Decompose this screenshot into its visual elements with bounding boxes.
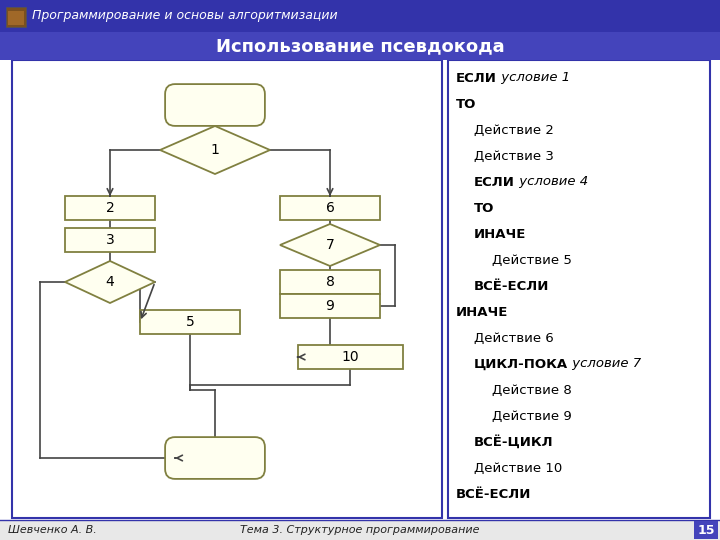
- Text: 1: 1: [210, 143, 220, 157]
- Text: ЕСЛИ: ЕСЛИ: [474, 176, 515, 188]
- Bar: [0, 520, 720, 540]
- Text: 15: 15: [697, 523, 715, 537]
- Bar: [0, 32, 720, 60]
- Text: Действие 6: Действие 6: [474, 332, 554, 345]
- Text: 3: 3: [106, 233, 114, 247]
- Bar: [140, 310, 240, 334]
- Text: 2: 2: [106, 201, 114, 215]
- Text: Действие 5: Действие 5: [492, 253, 572, 267]
- Bar: [694, 521, 718, 539]
- Text: Программирование и основы алгоритмизации: Программирование и основы алгоритмизации: [32, 10, 338, 23]
- Polygon shape: [280, 224, 380, 266]
- Bar: [280, 196, 380, 220]
- Bar: [280, 270, 380, 294]
- Bar: [65, 228, 155, 252]
- Text: Шевченко А. В.: Шевченко А. В.: [8, 525, 96, 535]
- Text: условие 4: условие 4: [515, 176, 588, 188]
- Text: ВСЁ-ЕСЛИ: ВСЁ-ЕСЛИ: [474, 280, 549, 293]
- Bar: [297, 345, 402, 369]
- Text: 9: 9: [325, 299, 334, 313]
- Text: Действие 2: Действие 2: [474, 124, 554, 137]
- Text: 10: 10: [341, 350, 359, 364]
- Text: условие 1: условие 1: [497, 71, 570, 84]
- Text: 8: 8: [325, 275, 334, 289]
- Text: ИНАЧЕ: ИНАЧЕ: [456, 306, 508, 319]
- Bar: [65, 196, 155, 220]
- FancyBboxPatch shape: [165, 84, 265, 126]
- Polygon shape: [65, 261, 155, 303]
- FancyBboxPatch shape: [165, 437, 265, 479]
- Bar: [12, 60, 442, 518]
- Text: Использование псевдокода: Использование псевдокода: [216, 37, 504, 55]
- Text: ТО: ТО: [456, 98, 477, 111]
- Text: 4: 4: [106, 275, 114, 289]
- Bar: [8, 11, 24, 25]
- Polygon shape: [160, 126, 270, 174]
- Text: 6: 6: [325, 201, 334, 215]
- Bar: [448, 60, 710, 518]
- Text: ТО: ТО: [474, 201, 495, 214]
- Text: Действие 9: Действие 9: [492, 409, 572, 422]
- Bar: [0, 0, 720, 32]
- Text: Действие 3: Действие 3: [474, 150, 554, 163]
- Text: 5: 5: [186, 315, 194, 329]
- Text: ВСЁ-ЦИКЛ: ВСЁ-ЦИКЛ: [474, 435, 554, 449]
- Text: условие 7: условие 7: [568, 357, 642, 370]
- Text: Действие 10: Действие 10: [474, 462, 562, 475]
- Bar: [280, 294, 380, 318]
- Text: ЕСЛИ: ЕСЛИ: [456, 71, 497, 84]
- Text: ИНАЧЕ: ИНАЧЕ: [474, 227, 526, 240]
- Text: ЦИКЛ-ПОКА: ЦИКЛ-ПОКА: [474, 357, 568, 370]
- Text: 7: 7: [325, 238, 334, 252]
- Bar: [6, 7, 26, 27]
- Text: Тема 3. Структурное программирование: Тема 3. Структурное программирование: [240, 525, 480, 535]
- Text: Действие 8: Действие 8: [492, 383, 572, 396]
- Text: ВСЁ-ЕСЛИ: ВСЁ-ЕСЛИ: [456, 488, 531, 501]
